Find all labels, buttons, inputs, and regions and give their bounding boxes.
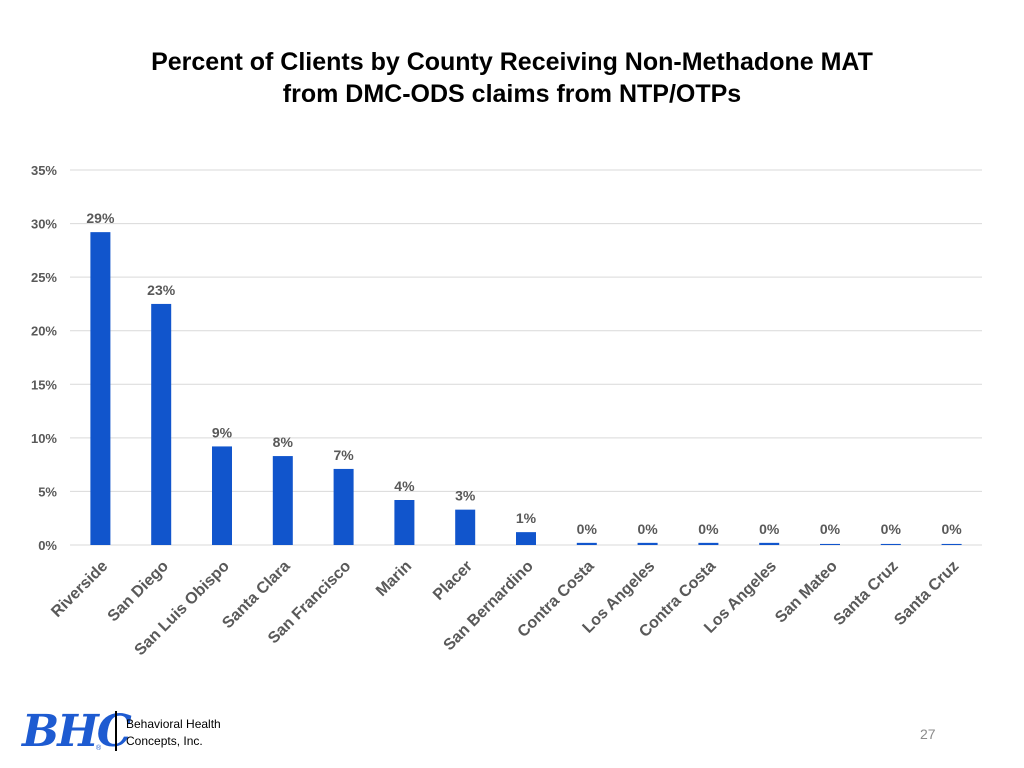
bar (455, 509, 476, 545)
bar (394, 500, 415, 545)
bar (820, 543, 840, 545)
y-tick-label: 0% (38, 538, 57, 553)
data-label: 1% (516, 510, 537, 526)
y-tick-label: 30% (31, 217, 57, 232)
data-labels: 29% 23% 9% 8% 7% 4% 3% 1% 0% 0% 0% 0% 0% 0% 0% (86, 210, 962, 537)
gridlines (70, 169, 982, 546)
x-tick-label: Riverside (48, 558, 111, 621)
bar (941, 543, 962, 545)
bar (151, 303, 172, 545)
company-name-line-2: Concepts, Inc. (126, 734, 203, 748)
data-label: 8% (273, 434, 294, 450)
data-label: 7% (333, 447, 354, 463)
title-line-1: Percent of Clients by County Receiving N… (151, 48, 873, 76)
bar (212, 446, 232, 545)
company-name: Behavioral Health Concepts, Inc. (126, 716, 221, 750)
bar (759, 542, 780, 545)
data-label: 0% (820, 521, 841, 537)
bar (516, 532, 536, 545)
slide-title: Percent of Clients by County Receiving N… (0, 46, 1024, 110)
data-label: 3% (455, 488, 476, 504)
company-name-line-1: Behavioral Health (126, 717, 221, 731)
data-label: 9% (212, 424, 233, 440)
y-tick-label: 5% (38, 484, 57, 499)
bar (333, 468, 354, 545)
data-label: 29% (86, 210, 115, 226)
bar (698, 542, 719, 545)
bars (90, 232, 962, 545)
logo-divider (115, 711, 117, 751)
bar (637, 542, 658, 545)
y-tick-label: 15% (31, 377, 57, 392)
x-tick-label: San Diego (105, 558, 173, 626)
x-tick-label: Santa Cruz (831, 558, 902, 629)
x-tick-label: Marin (373, 558, 415, 600)
title-line-2: from DMC-ODS claims from NTP/OTPs (282, 80, 742, 108)
y-tick-label: 10% (31, 431, 57, 446)
data-label: 4% (394, 478, 415, 494)
bar-chart: 0% 5% 10% 15% 20% 25% 30% 35% 29% 23% 9% 8% 7% 4% 3% 1… (31, 163, 982, 659)
bar (576, 542, 597, 545)
y-tick-label: 35% (31, 163, 57, 178)
data-label: 0% (698, 521, 719, 537)
y-tick-label: 20% (31, 324, 57, 339)
page-number: 27 (920, 726, 936, 742)
data-label: 23% (147, 282, 176, 298)
bar (90, 232, 111, 545)
data-label: 0% (637, 521, 658, 537)
x-tick-label: Placer (430, 558, 476, 604)
bar (880, 543, 901, 545)
registered-mark: ® (96, 745, 102, 752)
bar (272, 456, 293, 545)
data-label: 0% (881, 521, 902, 537)
y-axis-tick-labels: 0% 5% 10% 15% 20% 25% 30% 35% (31, 163, 57, 553)
data-label: 0% (577, 521, 598, 537)
x-tick-label: Santa Cruz (891, 558, 962, 629)
y-tick-label: 25% (31, 270, 57, 285)
data-label: 0% (759, 521, 780, 537)
data-label: 0% (941, 521, 962, 537)
bhc-logo: BHC (22, 706, 132, 757)
